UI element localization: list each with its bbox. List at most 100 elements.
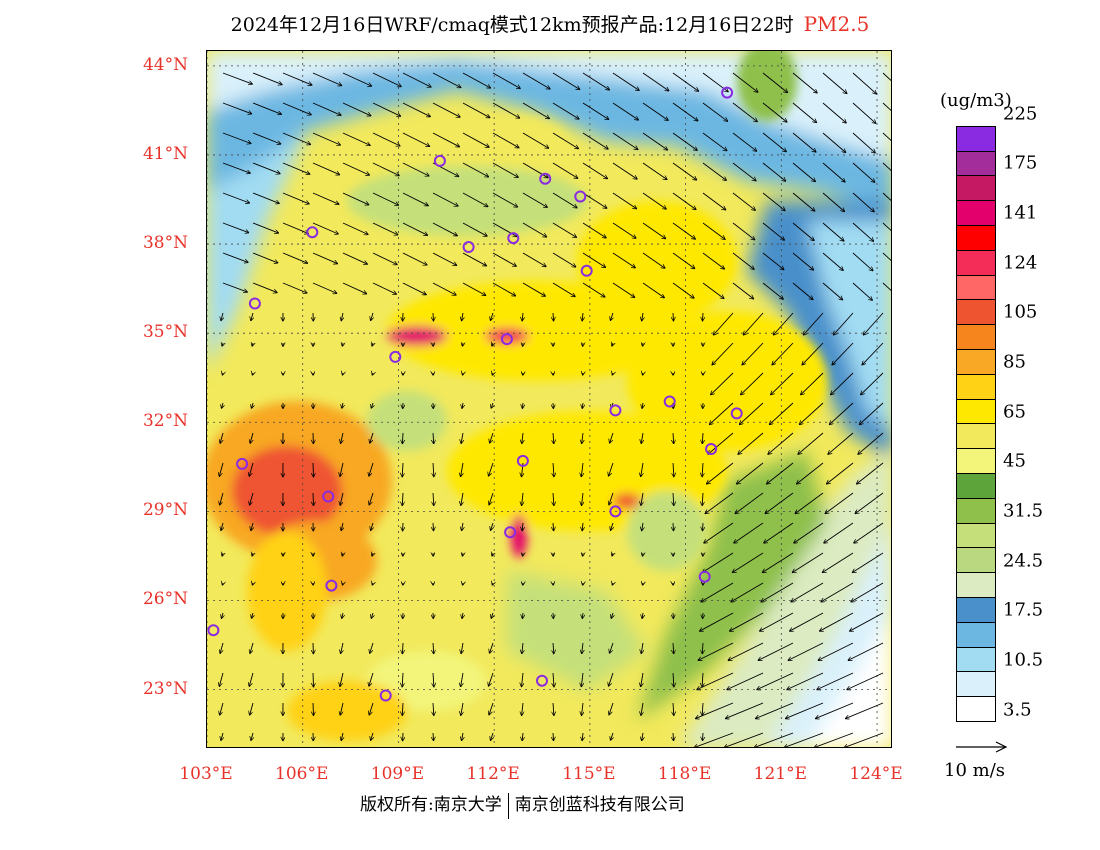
wind-vector <box>369 702 374 715</box>
wind-vector <box>702 252 725 269</box>
wind-vector <box>313 672 314 687</box>
wind-vector <box>222 252 248 262</box>
wind-vector <box>522 732 523 741</box>
legend-label: 124 <box>1003 252 1038 274</box>
wind-vector <box>612 553 613 556</box>
wind-vector <box>673 732 674 741</box>
wind-vector <box>785 702 824 719</box>
wind-vector <box>492 553 493 556</box>
wind-vector <box>773 312 794 335</box>
wind-vector <box>732 252 754 269</box>
city-marker <box>379 689 392 702</box>
wind-vector <box>704 522 734 543</box>
wind-vector <box>737 462 764 484</box>
color-legend <box>956 126 996 722</box>
wind-vector <box>582 192 607 208</box>
legend-label: 24.5 <box>1003 550 1044 572</box>
wind-vector <box>552 192 577 208</box>
wind-vector <box>672 222 695 239</box>
wind-vector <box>760 612 794 631</box>
legend-swatch <box>957 547 995 573</box>
wind-vector <box>341 432 343 443</box>
wind-vector <box>642 192 666 209</box>
legend-swatch <box>957 398 995 424</box>
wind-vector <box>372 583 373 585</box>
wind-vector <box>222 162 250 173</box>
wind-vector <box>312 192 339 204</box>
wind-vector <box>582 522 583 531</box>
wind-vector <box>642 732 643 741</box>
wind-vector <box>370 432 374 443</box>
wind-vector <box>372 102 401 116</box>
wind-vector <box>741 372 764 395</box>
wind-vector <box>220 492 224 505</box>
copyright-company: 南京创蓝科技有限公司 <box>514 795 685 815</box>
city-marker <box>574 190 587 203</box>
wind-vector <box>492 343 493 346</box>
wind-vector <box>702 132 727 151</box>
wind-vector <box>829 402 854 425</box>
wind-vector <box>732 222 755 240</box>
legend-swatch <box>957 249 995 275</box>
wind-vector <box>462 102 490 118</box>
wind-vector <box>252 222 279 233</box>
wind-vector <box>700 612 734 631</box>
wind-vector <box>797 462 824 484</box>
wind-vector <box>251 732 253 741</box>
wind-vector <box>522 192 547 207</box>
wind-vector <box>712 342 734 365</box>
wind-vector <box>489 462 494 476</box>
city-marker <box>504 526 517 539</box>
wind-vector <box>252 162 280 174</box>
wind-vector <box>698 642 734 660</box>
wind-vector <box>222 553 223 556</box>
legend-swatch <box>957 274 995 300</box>
wind-vector <box>402 432 403 444</box>
legend-swatch <box>957 423 995 449</box>
wind-vector <box>312 252 338 264</box>
wind-vector <box>612 343 613 346</box>
wind-vector <box>702 552 734 573</box>
city-marker <box>389 350 402 363</box>
legend-label: 45 <box>1003 450 1026 472</box>
wind-vector <box>672 132 697 150</box>
wind-vector <box>822 282 843 300</box>
wind-vector <box>755 702 794 719</box>
legend-swatch <box>957 225 995 250</box>
wind-vector <box>582 282 605 297</box>
wind-vector <box>341 732 343 741</box>
wind-vector <box>522 162 548 178</box>
legend-label: 175 <box>1003 152 1038 174</box>
wind-vector <box>610 642 614 653</box>
legend-swatch <box>957 671 995 697</box>
wind-vector <box>402 222 428 235</box>
wind-vector <box>642 72 669 91</box>
wind-vector <box>462 612 463 619</box>
wind-vector <box>713 312 734 335</box>
wind-vector <box>702 462 703 477</box>
wind-vector <box>728 642 764 660</box>
wind-vector <box>522 612 523 619</box>
city-marker <box>248 297 261 310</box>
wind-vector <box>343 373 344 375</box>
wind-vector <box>522 252 546 267</box>
wind-vector <box>490 432 494 443</box>
wind-vector <box>369 462 374 476</box>
wind-vector <box>220 642 224 653</box>
reference-vector-arrow <box>956 741 1008 753</box>
map-panel[interactable] <box>206 50 892 748</box>
city-marker <box>322 490 335 503</box>
wind-vector <box>282 102 311 115</box>
map-title: 2024年12月16日WRF/cmaq模式12km预报产品:12月16日22时 P… <box>0 10 1100 37</box>
legend-swatch <box>957 175 995 201</box>
legend-label: 105 <box>1003 301 1038 323</box>
wind-vector <box>703 732 704 741</box>
wind-vector <box>611 732 614 740</box>
wind-vector <box>769 402 794 425</box>
wind-vector <box>642 282 664 298</box>
wind-vector <box>768 432 794 454</box>
wind-vector <box>492 222 517 237</box>
wind-vector <box>695 702 734 719</box>
wind-vector <box>522 522 523 531</box>
wind-vector <box>762 252 784 270</box>
